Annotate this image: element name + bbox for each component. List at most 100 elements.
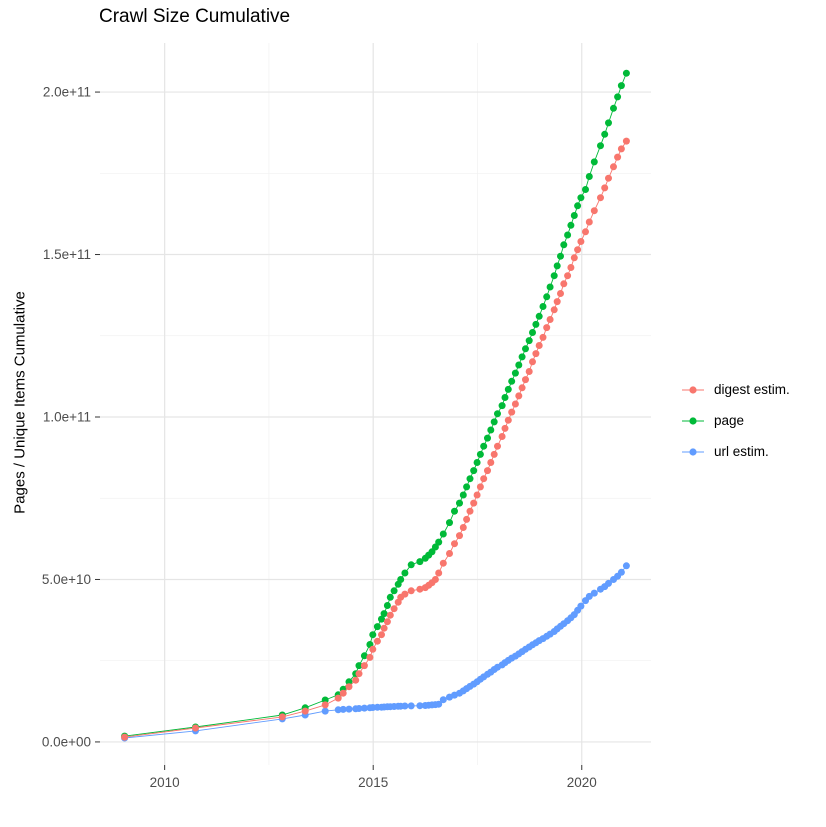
data-point bbox=[557, 252, 564, 260]
data-point bbox=[525, 368, 533, 375]
data-point bbox=[501, 394, 509, 401]
data-point bbox=[484, 467, 491, 475]
data-point bbox=[463, 515, 471, 523]
data-point bbox=[484, 434, 491, 442]
data-point bbox=[360, 652, 368, 660]
data-point bbox=[334, 694, 342, 702]
data-point bbox=[459, 524, 467, 531]
data-point bbox=[610, 163, 617, 171]
legend-key-icon bbox=[682, 447, 704, 456]
data-point bbox=[622, 69, 630, 77]
data-point bbox=[498, 433, 506, 440]
data-point bbox=[431, 576, 439, 583]
data-point bbox=[515, 361, 523, 369]
data-point bbox=[380, 624, 388, 632]
y-tick-label: 2.0e+11 bbox=[43, 85, 91, 100]
data-point bbox=[339, 705, 347, 713]
data-point bbox=[192, 724, 199, 732]
data-point bbox=[490, 450, 498, 458]
data-point bbox=[504, 385, 512, 393]
x-tick-label: 2020 bbox=[567, 775, 597, 790]
data-point bbox=[451, 540, 458, 548]
data-point bbox=[494, 410, 501, 418]
data-point bbox=[369, 631, 377, 639]
data-point bbox=[321, 701, 329, 709]
data-point bbox=[622, 137, 630, 145]
data-point bbox=[574, 246, 582, 254]
data-point bbox=[416, 558, 424, 566]
series-line bbox=[124, 565, 627, 739]
series-page bbox=[121, 69, 630, 740]
data-point bbox=[567, 264, 575, 271]
data-point bbox=[480, 475, 488, 483]
data-point bbox=[321, 707, 329, 715]
data-point bbox=[373, 623, 381, 631]
data-point bbox=[451, 507, 458, 515]
data-point bbox=[614, 153, 622, 161]
data-point bbox=[582, 186, 589, 193]
legend-item-url-estim: url estim. bbox=[681, 442, 790, 461]
data-point bbox=[577, 194, 585, 202]
data-point bbox=[529, 358, 536, 366]
data-point bbox=[334, 706, 342, 714]
data-point bbox=[446, 550, 453, 557]
data-point bbox=[546, 283, 554, 291]
data-point bbox=[473, 491, 481, 499]
data-point bbox=[529, 329, 536, 336]
data-point bbox=[617, 568, 625, 576]
data-point bbox=[345, 678, 353, 686]
data-point bbox=[431, 543, 439, 551]
data-point bbox=[339, 689, 347, 697]
data-point bbox=[401, 569, 409, 577]
x-tick-label: 2010 bbox=[150, 775, 180, 790]
data-point bbox=[378, 631, 385, 639]
series-digest-estim bbox=[121, 137, 630, 741]
data-point bbox=[577, 602, 585, 610]
data-point bbox=[480, 442, 488, 450]
data-point bbox=[550, 272, 558, 280]
data-point bbox=[278, 713, 286, 721]
data-point bbox=[605, 119, 612, 127]
data-point bbox=[407, 587, 415, 595]
data-point bbox=[446, 519, 453, 527]
data-point bbox=[501, 424, 509, 432]
data-point bbox=[301, 707, 309, 715]
data-point bbox=[532, 350, 540, 358]
data-point bbox=[515, 392, 523, 400]
data-point bbox=[508, 408, 516, 416]
data-point bbox=[459, 491, 467, 499]
data-point bbox=[476, 450, 484, 458]
data-point bbox=[543, 293, 551, 301]
data-point bbox=[535, 312, 543, 320]
data-point bbox=[539, 333, 547, 341]
data-point bbox=[366, 653, 374, 661]
data-point bbox=[456, 499, 463, 507]
data-point bbox=[345, 705, 353, 713]
data-point bbox=[560, 280, 568, 288]
data-point bbox=[518, 384, 526, 392]
data-point bbox=[601, 184, 609, 192]
data-point bbox=[352, 676, 360, 684]
data-point bbox=[466, 507, 474, 515]
data-point bbox=[570, 212, 578, 219]
legend-label: digest estim. bbox=[714, 382, 790, 397]
data-point bbox=[463, 483, 471, 491]
data-point bbox=[470, 467, 478, 475]
data-point bbox=[355, 662, 363, 670]
data-point bbox=[439, 530, 447, 538]
data-point bbox=[585, 218, 593, 226]
data-point bbox=[585, 173, 593, 180]
data-point bbox=[435, 569, 443, 577]
data-point bbox=[466, 475, 474, 483]
data-point bbox=[121, 733, 129, 741]
data-point bbox=[601, 130, 609, 138]
data-point bbox=[539, 303, 547, 310]
data-point bbox=[490, 418, 498, 426]
legend-label: page bbox=[714, 413, 745, 428]
data-point bbox=[380, 610, 388, 618]
data-point bbox=[590, 589, 598, 597]
data-point bbox=[390, 605, 398, 613]
data-point bbox=[564, 272, 572, 280]
legend-item-digest-estim: digest estim. bbox=[681, 380, 790, 399]
